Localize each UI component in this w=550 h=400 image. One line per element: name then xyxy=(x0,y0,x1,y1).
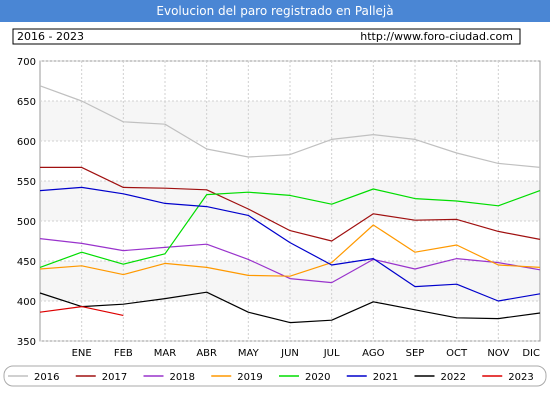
legend-label-2022: 2022 xyxy=(441,372,466,383)
y-tick-label: 600 xyxy=(17,137,36,148)
y-tick-label: 500 xyxy=(17,217,36,228)
grid-lines xyxy=(40,60,540,342)
legend-label-2016: 2016 xyxy=(34,372,59,383)
y-axis-ticks: 350 400 450 500 550 600 650 700 xyxy=(17,57,36,348)
x-tick-label: FEB xyxy=(114,348,133,359)
y-tick-label: 350 xyxy=(17,337,36,348)
series-line-2023 xyxy=(39,306,124,316)
source-url: http://www.foro-ciudad.com xyxy=(360,30,513,43)
legend: 2016 2017 2018 2019 2020 2021 2022 2023 xyxy=(8,372,534,383)
x-tick-label: JUL xyxy=(323,348,340,359)
series-line-2017 xyxy=(40,166,541,242)
x-tick-label: DIC xyxy=(522,348,540,359)
x-tick-label: JUN xyxy=(280,348,299,359)
x-axis-ticks: ENE FEB MAR ABR MAY JUN JUL AGO SEP OCT NOV DIC xyxy=(72,348,540,359)
legend-label-2020: 2020 xyxy=(305,372,330,383)
legend-box xyxy=(3,365,547,387)
series-line-2022 xyxy=(39,291,541,324)
x-tick-label: OCT xyxy=(446,348,468,359)
legend-label-2023: 2023 xyxy=(508,372,533,383)
x-tick-label: AGO xyxy=(362,348,384,359)
legend-label-2018: 2018 xyxy=(170,372,195,383)
y-tick-label: 450 xyxy=(17,257,36,268)
period-label: 2016 - 2023 xyxy=(17,30,84,43)
chart-title: Evolucion del paro registrado en Pallejà xyxy=(156,4,393,18)
series-line-2018 xyxy=(39,238,541,284)
x-tick-label: MAR xyxy=(154,348,176,359)
series-line-2016 xyxy=(39,85,541,168)
y-tick-label: 700 xyxy=(17,57,36,68)
legend-label-2017: 2017 xyxy=(102,372,127,383)
legend-label-2021: 2021 xyxy=(373,372,398,383)
y-tick-label: 400 xyxy=(17,297,36,308)
y-tick-label: 650 xyxy=(17,97,36,108)
legend-label-2019: 2019 xyxy=(237,372,262,383)
x-tick-label: MAY xyxy=(238,348,260,359)
x-tick-label: SEP xyxy=(406,348,425,359)
x-tick-label: ENE xyxy=(72,348,92,359)
series-line-2020 xyxy=(39,188,541,268)
info-box xyxy=(12,28,521,45)
y-tick-label: 550 xyxy=(17,177,36,188)
title-bar xyxy=(0,0,550,22)
series-line-2021 xyxy=(39,186,541,302)
series-line-2019 xyxy=(39,224,541,277)
series-lines xyxy=(39,85,541,324)
x-tick-label: NOV xyxy=(487,348,509,359)
x-tick-label: ABR xyxy=(196,348,217,359)
